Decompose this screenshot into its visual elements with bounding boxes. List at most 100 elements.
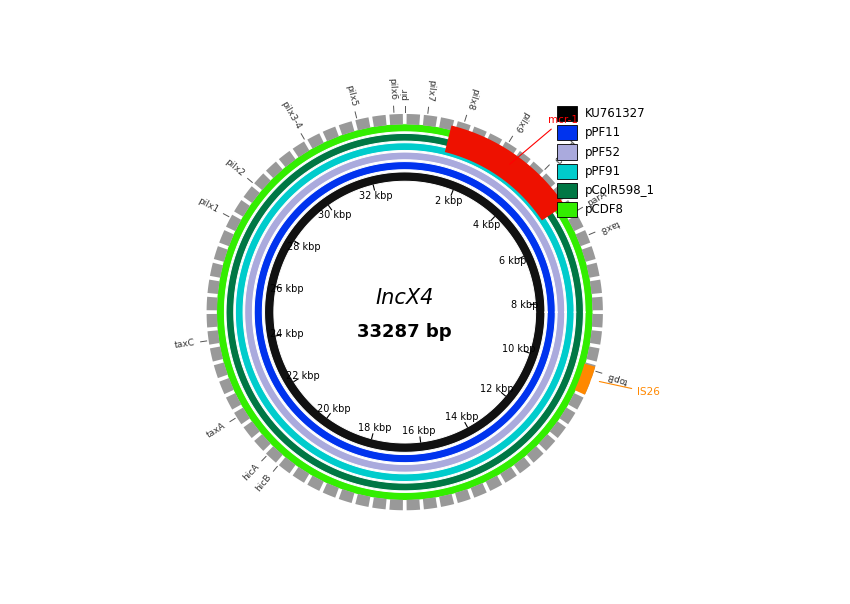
Polygon shape [575,378,590,394]
Polygon shape [207,280,219,294]
Polygon shape [550,186,566,203]
Bar [557,183,577,198]
Text: 2 kbp: 2 kbp [435,196,462,206]
Polygon shape [292,467,309,483]
Polygon shape [372,115,387,127]
Polygon shape [355,117,371,130]
Polygon shape [214,246,228,262]
Polygon shape [207,297,218,310]
Polygon shape [207,314,218,327]
Text: mcr-1: mcr-1 [510,115,578,164]
Polygon shape [207,330,219,345]
Polygon shape [471,483,487,498]
Polygon shape [590,330,602,345]
Polygon shape [355,494,371,507]
Text: 18 kbp: 18 kbp [358,423,391,433]
Text: topB: topB [606,371,629,385]
Polygon shape [216,124,593,501]
Text: 4 kbp: 4 kbp [473,220,501,230]
Polygon shape [439,117,454,130]
Polygon shape [581,246,596,262]
Bar [557,106,577,121]
Text: 20 kbp: 20 kbp [317,403,351,414]
Polygon shape [264,172,545,452]
Polygon shape [592,314,603,327]
Polygon shape [243,421,260,438]
Polygon shape [219,378,234,394]
Text: pColR598_1: pColR598_1 [585,184,655,197]
Polygon shape [455,121,471,135]
Polygon shape [550,421,566,438]
Text: KU761327: KU761327 [585,107,646,120]
Polygon shape [406,499,420,510]
Polygon shape [500,467,517,483]
Polygon shape [210,263,223,278]
Text: 30 kbp: 30 kbp [319,210,352,220]
Polygon shape [445,126,564,220]
Polygon shape [254,162,555,463]
Polygon shape [308,475,324,491]
Text: pPF52: pPF52 [585,146,621,159]
Polygon shape [406,114,420,125]
Polygon shape [339,489,354,503]
Text: pilx8: pilx8 [464,87,479,111]
Polygon shape [471,127,487,141]
Text: tax8: tax8 [598,218,620,234]
Text: 33287 bp: 33287 bp [358,323,452,341]
Polygon shape [527,446,543,463]
Polygon shape [485,133,502,149]
Text: 22 kbp: 22 kbp [286,371,320,381]
Polygon shape [245,152,564,472]
Polygon shape [568,214,583,231]
Polygon shape [539,173,555,190]
Bar [557,164,577,179]
Polygon shape [568,393,583,410]
Polygon shape [372,497,387,509]
Text: 6 kbp: 6 kbp [500,256,527,266]
Polygon shape [581,362,596,378]
Bar [557,202,577,217]
Text: parA: parA [586,190,608,208]
Text: 32 kbp: 32 kbp [359,191,393,201]
Polygon shape [590,280,602,294]
Bar [557,125,577,140]
Text: hicB: hicB [253,473,273,493]
Polygon shape [455,489,471,503]
Polygon shape [308,133,324,149]
Polygon shape [559,408,575,424]
Polygon shape [423,497,437,509]
Polygon shape [389,114,403,125]
Text: 24 kbp: 24 kbp [270,329,303,339]
Text: pCDF8: pCDF8 [585,204,624,216]
Polygon shape [592,297,603,310]
Polygon shape [575,364,595,395]
Polygon shape [266,161,283,178]
Polygon shape [219,230,234,246]
Polygon shape [389,499,403,510]
Polygon shape [559,200,575,217]
Text: 26 kbp: 26 kbp [270,284,304,294]
Polygon shape [292,141,309,158]
Text: pilx1: pilx1 [196,196,220,215]
Polygon shape [339,121,354,135]
Polygon shape [323,483,339,498]
Polygon shape [539,434,555,451]
Text: 14 kbp: 14 kbp [445,413,479,422]
Polygon shape [575,230,590,246]
Polygon shape [254,173,271,190]
Polygon shape [243,186,260,203]
Text: pilx10: pilx10 [550,138,576,164]
Polygon shape [485,475,502,491]
Polygon shape [279,151,296,167]
Polygon shape [527,161,543,178]
Polygon shape [235,143,574,481]
Polygon shape [226,393,241,410]
Polygon shape [214,362,228,378]
Text: pilx2: pilx2 [224,157,246,178]
Text: pilx7: pilx7 [425,79,436,101]
Polygon shape [226,214,241,231]
Text: pilx3-4: pilx3-4 [279,100,302,131]
Bar [557,144,577,159]
Polygon shape [439,494,454,507]
Polygon shape [586,263,599,278]
